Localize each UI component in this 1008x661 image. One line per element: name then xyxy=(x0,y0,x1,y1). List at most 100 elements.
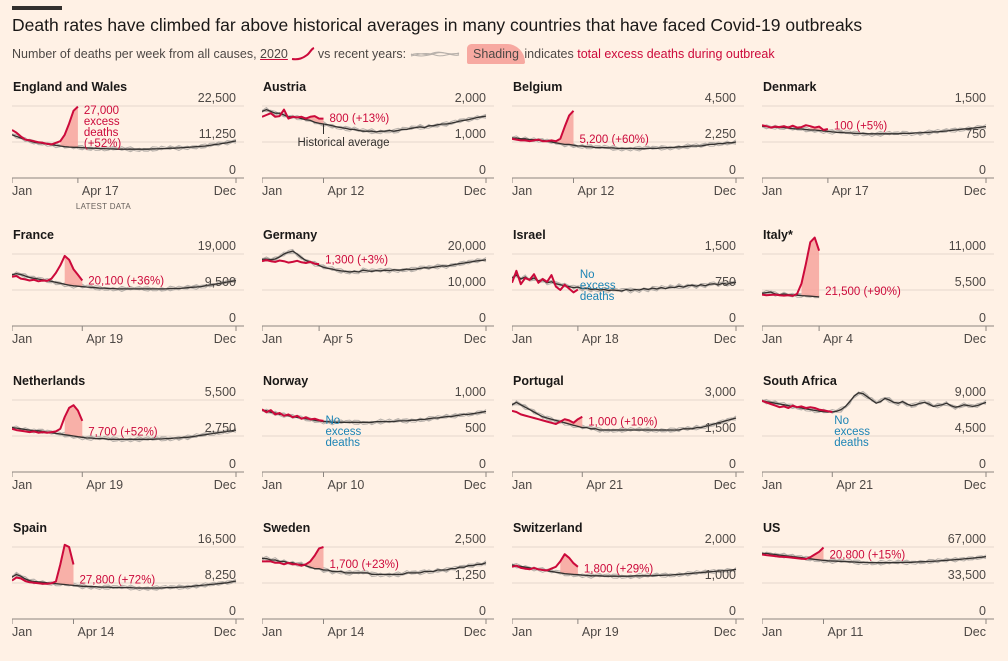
x-tick-label: Jan xyxy=(262,184,282,198)
y-tick-label: 1,250 xyxy=(455,568,486,582)
x-tick-label: Apr 11 xyxy=(827,625,863,639)
annotation-text: No xyxy=(325,415,340,427)
y-tick-label: 0 xyxy=(729,163,736,177)
panel-denmark: Denmark 1,500 750 0 Jan Apr 17 Dec 100 (+5%) xyxy=(762,80,1000,220)
x-tick-label: Jan xyxy=(512,184,532,198)
y-tick-label: 5,500 xyxy=(205,385,236,399)
x-tick-label: Dec xyxy=(214,478,236,492)
panel-title: Netherlands xyxy=(13,374,86,388)
y-tick-label: 33,500 xyxy=(948,568,986,582)
recent-year-line xyxy=(762,391,987,414)
y-tick-label: 2,500 xyxy=(455,532,486,546)
panel-title: Switzerland xyxy=(513,521,583,535)
panel-chart: 2,000 1,000 0 Jan Apr 19 Dec 1,800 (+29%) xyxy=(512,532,744,639)
panel-title: Germany xyxy=(263,228,318,242)
series-2020-line xyxy=(762,124,829,131)
y-tick-label: 0 xyxy=(729,604,736,618)
annotation-text: deaths xyxy=(325,437,360,449)
annotation-text: 20,800 (+15%) xyxy=(829,549,905,561)
y-tick-label: 9,500 xyxy=(205,275,236,289)
panel-chart: 67,000 33,500 0 Jan Apr 11 Dec 20,800 (+15%) xyxy=(762,532,994,639)
historical-average-line xyxy=(512,564,737,577)
y-tick-label: 0 xyxy=(479,163,486,177)
x-tick-label: Dec xyxy=(964,332,986,346)
annotation-text: excess xyxy=(580,280,616,292)
subtitle-excess-text: total excess deaths during outbreak xyxy=(577,47,775,61)
series-2020-line xyxy=(262,108,324,120)
y-tick-label: 11,250 xyxy=(199,127,236,141)
y-tick-label: 20,000 xyxy=(448,239,486,253)
panel-austria: Austria 2,000 1,000 0 Jan Apr 12 Dec 800 (+13%)… xyxy=(262,80,500,220)
x-tick-label: Dec xyxy=(464,332,486,346)
series-2020-line xyxy=(512,553,579,572)
panel-england-and-wales: England and Wales 22,500 11,250 0 Jan Apr 17 D… xyxy=(12,80,250,220)
panel-title: Austria xyxy=(263,80,307,94)
annotation-text: 1,800 (+29%) xyxy=(584,564,654,576)
x-tick-label: Dec xyxy=(964,478,986,492)
chart-subtitle: Number of deaths per week from all cause… xyxy=(12,44,775,64)
y-tick-label: 2,000 xyxy=(705,532,736,546)
subtitle-indicates: indicates xyxy=(524,47,574,61)
panel-portugal: Portugal 3,000 1,500 0 Jan Apr 21 Dec 1,000 (+1… xyxy=(512,374,750,514)
excess-deaths-area xyxy=(801,237,820,297)
panel-chart: 2,500 1,250 0 Jan Apr 14 Dec 1,700 (+23%) xyxy=(262,532,494,639)
annotation-text: excess xyxy=(84,116,120,128)
x-tick-label: Jan xyxy=(12,184,32,198)
y-tick-label: 11,000 xyxy=(949,239,986,253)
y-tick-label: 0 xyxy=(729,457,736,471)
panel-sweden: Sweden 2,500 1,250 0 Jan Apr 14 Dec 1,700 (+23%… xyxy=(262,521,500,661)
historical-average-line xyxy=(512,401,737,431)
x-tick-label: Jan xyxy=(512,478,532,492)
panel-chart: 16,500 8,250 0 Jan Apr 14 Dec 27,800 (+72%) xyxy=(12,532,244,639)
latest-data-note: LATEST DATA xyxy=(76,202,132,211)
y-tick-label: 0 xyxy=(229,604,236,618)
recent-year-line xyxy=(762,552,987,566)
y-tick-label: 0 xyxy=(979,457,986,471)
series-2020-line xyxy=(762,546,825,560)
panel-chart: 1,500 750 0 Jan Apr 17 Dec 100 (+5%) xyxy=(762,91,994,198)
x-tick-label: Apr 12 xyxy=(577,184,614,198)
x-tick-label: Dec xyxy=(964,625,986,639)
x-tick-label: Apr 14 xyxy=(327,625,364,639)
y-tick-label: 2,000 xyxy=(455,91,486,105)
panel-title: Denmark xyxy=(763,80,817,94)
panel-chart: 5,500 2,750 0 Jan Apr 19 Dec 7,700 (+52%) xyxy=(12,385,244,492)
recent-year-line xyxy=(262,557,487,578)
y-tick-label: 16,500 xyxy=(198,532,236,546)
chart-title: Death rates have climbed far above histo… xyxy=(12,15,863,35)
x-tick-label: Jan xyxy=(512,625,532,639)
x-tick-label: Apr 17 xyxy=(832,184,869,198)
y-tick-label: 10,000 xyxy=(448,275,486,289)
y-tick-label: 1,000 xyxy=(455,385,486,399)
y-tick-label: 750 xyxy=(715,275,736,289)
panel-south-africa: South Africa 9,000 4,500 0 Jan Apr 21 Dec No exc… xyxy=(762,374,1000,514)
y-tick-label: 2,250 xyxy=(705,127,736,141)
x-tick-label: Apr 14 xyxy=(77,625,114,639)
y-tick-label: 4,500 xyxy=(705,91,736,105)
recent-year-line xyxy=(762,392,987,413)
y-tick-label: 0 xyxy=(979,604,986,618)
recent-year-line xyxy=(512,401,737,433)
historical-average-note: Historical average xyxy=(297,137,389,149)
panel-netherlands: Netherlands 5,500 2,750 0 Jan Apr 19 Dec 7,700 … xyxy=(12,374,250,514)
y-tick-label: 0 xyxy=(479,604,486,618)
annotation-text: 20,100 (+36%) xyxy=(88,276,164,288)
series-2020-line xyxy=(12,543,75,585)
recent-year-line xyxy=(262,109,487,134)
x-tick-label: Dec xyxy=(214,625,236,639)
x-tick-label: Apr 10 xyxy=(327,478,364,492)
series-2020-line xyxy=(262,259,320,266)
x-tick-label: Apr 4 xyxy=(823,332,853,346)
recent-year-line xyxy=(12,427,237,443)
annotation-text: 5,200 (+60%) xyxy=(579,134,649,146)
excess-deaths-area xyxy=(805,547,824,561)
y-tick-label: 1,500 xyxy=(705,421,736,435)
panel-title: Sweden xyxy=(263,521,311,535)
legend-shading-label: Shading xyxy=(467,44,525,64)
panel-chart: 11,000 5,500 0 Jan Apr 4 Dec 21,500 (+90%) xyxy=(762,236,994,346)
x-tick-label: Dec xyxy=(464,625,486,639)
panel-chart: 3,000 1,500 0 Jan Apr 21 Dec 1,000 (+10%) xyxy=(512,385,744,492)
x-tick-label: Apr 21 xyxy=(836,478,873,492)
